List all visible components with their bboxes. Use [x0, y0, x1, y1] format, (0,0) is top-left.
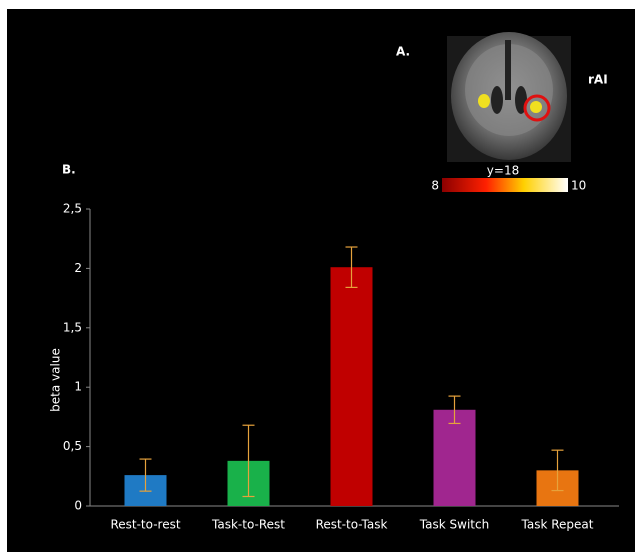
y-tick-label: 2: [74, 261, 82, 275]
y-tick-label: 1,5: [63, 320, 82, 334]
region-label: rAI: [588, 73, 608, 87]
y-axis-title: beta value: [49, 348, 63, 412]
x-tick-label: Task-to-Rest: [211, 518, 285, 532]
x-tick-label: Task Repeat: [521, 518, 594, 532]
colorbar-tick: 8: [431, 179, 439, 193]
slice-label: y=18: [487, 164, 519, 178]
y-tick-label: 1: [74, 380, 82, 394]
y-tick-label: 2,5: [63, 202, 82, 216]
y-tick-label: 0: [74, 499, 82, 513]
chart: A. B. rAI y=18 8 10 beta value 0 0,5 1 1,5 2…: [0, 0, 643, 556]
x-tick-label: Rest-to-Task: [316, 518, 388, 532]
x-tick-label: Task Switch: [419, 518, 489, 532]
bar: [434, 410, 476, 506]
x-tick-label: Rest-to-rest: [110, 518, 180, 532]
bar: [331, 267, 373, 506]
page: {"chart_data": {"type": "bar", "categori…: [0, 0, 643, 556]
panel-label: A.: [396, 45, 410, 59]
colorbar-tick: 10: [571, 179, 586, 193]
y-tick-label: 0,5: [63, 439, 82, 453]
panel-label: B.: [62, 163, 76, 177]
